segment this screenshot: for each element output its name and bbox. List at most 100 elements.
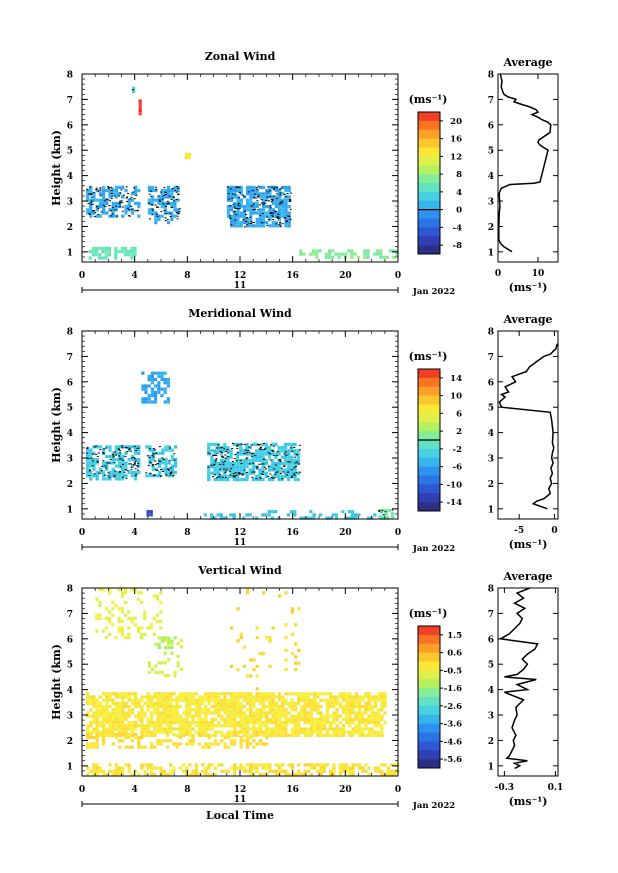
panel3-cell <box>111 730 115 734</box>
panel1-plot-frame <box>81 73 399 263</box>
panel2-colorbar-band <box>418 493 440 503</box>
panel3-cell <box>303 714 307 718</box>
panel3-cell <box>165 701 170 705</box>
panel3-cell <box>105 732 109 736</box>
panel1-cell <box>163 211 167 215</box>
panel3-cell <box>172 717 176 721</box>
panel3-cell <box>169 772 173 777</box>
panel2-cell <box>373 513 377 517</box>
panel3-cell <box>162 701 166 705</box>
panel1-contour-mark <box>270 199 273 201</box>
panel3-cell <box>258 742 262 746</box>
panel3-ytick-label: 4 <box>67 686 73 696</box>
panel1-contour-mark <box>166 200 169 202</box>
panel3-cell <box>309 705 314 709</box>
panel1-cell <box>173 214 177 218</box>
panel3-cell <box>316 701 320 705</box>
panel1-cell <box>366 249 370 253</box>
panel3-average-xtick-label: 0.1 <box>548 783 564 793</box>
panel2-cell <box>290 462 294 466</box>
panel1-cell <box>138 112 142 116</box>
panel3-cell <box>140 711 144 715</box>
panel2-colorbar-band <box>418 377 440 388</box>
panel3-cell <box>357 717 362 721</box>
panel2-cell <box>270 516 275 520</box>
panel1-contour-mark <box>150 190 153 192</box>
panel3-cell <box>178 727 182 731</box>
panel1-cell <box>376 252 380 256</box>
panel3-cell <box>146 717 150 721</box>
panel3-cell <box>348 708 352 712</box>
panel1-contour-mark <box>235 187 238 189</box>
panel2-cell <box>280 446 284 450</box>
panel3-cell <box>268 769 272 773</box>
panel3-cell <box>191 739 195 743</box>
panel3-cell <box>124 613 128 617</box>
panel2-cell <box>245 442 249 446</box>
panel3-cell <box>95 736 99 740</box>
panel3-cell <box>309 724 314 728</box>
panel1-cell <box>102 192 106 196</box>
panel2-cell <box>229 513 233 517</box>
panel2-cell <box>144 387 148 391</box>
panel1-cell <box>281 205 285 209</box>
panel2-cell <box>255 449 259 453</box>
panel2-contour-mark <box>257 444 260 446</box>
panel3-cell <box>383 701 387 705</box>
panel1-cell <box>111 214 115 218</box>
panel3-cell <box>297 727 301 731</box>
panel2-contour-mark <box>168 469 170 471</box>
panel1-cell <box>239 185 243 189</box>
panel2-contour-mark <box>240 463 243 465</box>
panel3-cell <box>303 721 307 725</box>
panel2-cell <box>148 445 152 449</box>
panel2-colorbar-label: -2 <box>453 445 463 455</box>
panel3-colorbar-band <box>418 697 440 707</box>
panel3-cell <box>140 591 144 595</box>
panel3-cell <box>160 661 164 665</box>
panel3-cell <box>185 769 189 773</box>
panel3-cell <box>322 721 326 725</box>
panel3-cell <box>245 714 250 718</box>
panel3-cell <box>303 701 307 705</box>
panel3-cell <box>108 732 112 736</box>
panel3-cell <box>338 705 342 709</box>
panel3-cell <box>345 769 349 773</box>
panel3-cell <box>252 730 256 734</box>
panel2-contour-mark <box>231 447 234 449</box>
panel3-cell <box>220 698 224 702</box>
panel2-ylabel: Height (km) <box>50 387 63 463</box>
panel2-cell <box>108 470 112 475</box>
panel3-cell <box>111 692 115 696</box>
panel1-ytick-label: 5 <box>67 147 73 157</box>
panel2-cell <box>121 445 125 449</box>
panel3-cell <box>108 727 112 731</box>
panel2-cell <box>287 449 291 453</box>
panel2-contour-mark <box>215 477 218 479</box>
panel3-cell <box>118 711 122 715</box>
panel1-contour-mark <box>131 208 134 210</box>
panel3-cell <box>220 708 224 712</box>
panel3-cell <box>255 695 259 699</box>
panel2-cell <box>271 474 275 478</box>
panel3-cell <box>373 695 378 699</box>
panel1-cell <box>170 211 174 215</box>
panel3-cell <box>345 714 349 718</box>
panel3-cell <box>268 692 272 696</box>
panel3-cell <box>249 763 253 767</box>
panel3-cell <box>201 733 205 737</box>
panel3-cell <box>201 763 205 767</box>
panel2-cell <box>111 474 115 478</box>
panel3-cell <box>210 717 214 721</box>
panel1-contour-mark <box>148 193 151 195</box>
panel1-cell <box>376 249 380 253</box>
panel2-contour-mark <box>105 467 108 469</box>
panel2-cell <box>255 474 259 478</box>
panel2-cell <box>312 513 316 517</box>
panel3-cell <box>176 664 180 668</box>
panel1-cell <box>154 214 158 218</box>
panel2-cell <box>164 448 168 452</box>
panel3-cell <box>306 733 310 737</box>
panel1-cell <box>111 189 115 193</box>
panel3-cell <box>143 714 147 718</box>
